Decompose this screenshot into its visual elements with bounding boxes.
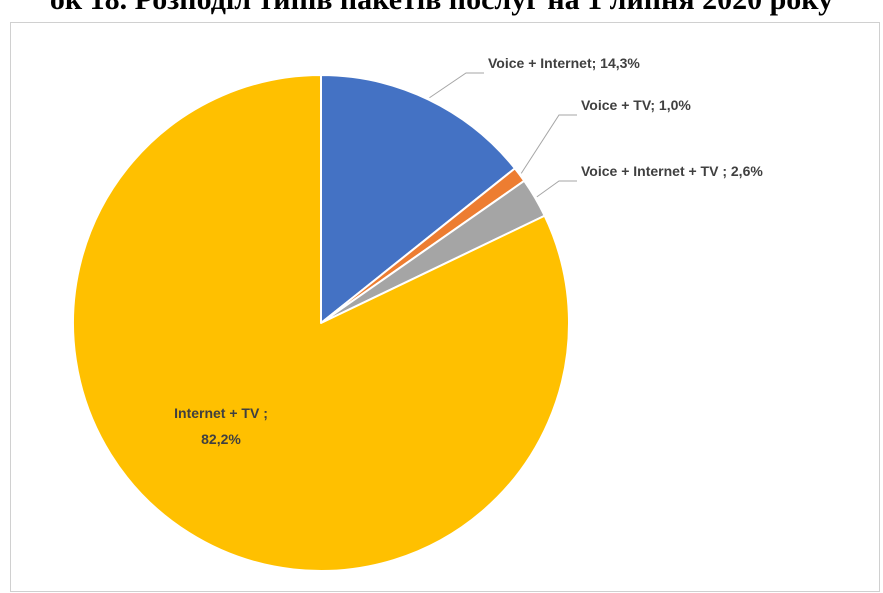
data-labels: Voice + Internet; 14,3% Voice + TV; 1,0%… bbox=[174, 55, 763, 447]
pie-chart: Voice + Internet; 14,3% Voice + TV; 1,0%… bbox=[72, 55, 763, 572]
leader-line-2 bbox=[536, 180, 577, 198]
pie-slice-internet-tv bbox=[72, 74, 570, 572]
chart-area: Voice + Internet; 14,3% Voice + TV; 1,0%… bbox=[10, 22, 880, 592]
leader-lines bbox=[429, 72, 577, 198]
leader-line-0 bbox=[429, 72, 484, 99]
pie-slice-voice-internet bbox=[320, 74, 516, 324]
data-label-internet-tv-name: Internet + TV ; bbox=[174, 405, 268, 421]
data-label-voice-internet: Voice + Internet; 14,3% bbox=[488, 55, 640, 71]
leader-line-1 bbox=[520, 114, 577, 174]
data-label-voice-tv: Voice + TV; 1,0% bbox=[581, 97, 691, 113]
data-label-voice-internet-tv: Voice + Internet + TV ; 2,6% bbox=[581, 163, 763, 179]
chart-title: ок 18. Розподіл типів пакетів послуг на … bbox=[0, 0, 883, 18]
pie-slices bbox=[72, 74, 570, 572]
data-label-internet-tv-value: 82,2% bbox=[201, 431, 241, 447]
